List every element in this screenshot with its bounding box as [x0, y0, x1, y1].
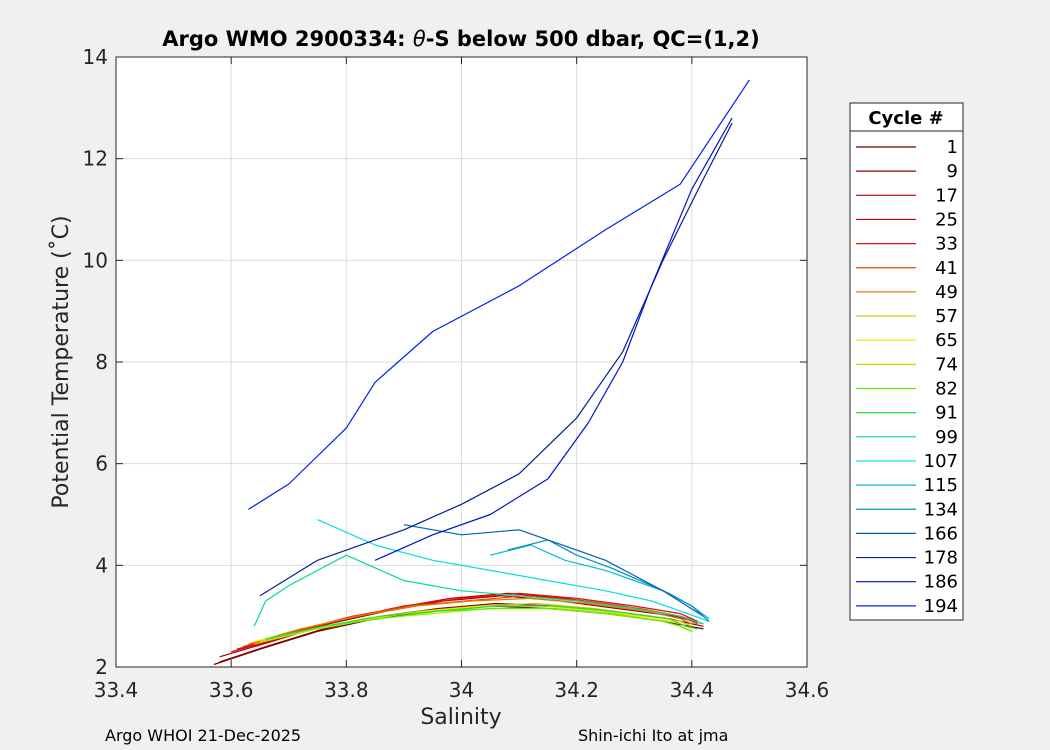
series-line-cycle-134	[507, 539, 710, 622]
x-tick-labels: 33.4 33.6 33.8 34 34.2 34.4 34.6	[94, 678, 830, 702]
legend-label-17: 17	[935, 185, 958, 206]
series-line-cycle-91	[265, 605, 698, 640]
y-axis-label: Potential Temperature (˚C)	[49, 215, 74, 508]
y-tick-label: 12	[83, 147, 108, 171]
legend-label-65: 65	[935, 330, 958, 351]
y-tick-label: 10	[83, 248, 108, 272]
series-line-cycle-49	[248, 597, 693, 645]
y-tick-label: 6	[95, 452, 108, 476]
series-line-cycle-186	[374, 117, 733, 561]
legend-label-91: 91	[935, 403, 958, 424]
series-line-cycle-166	[403, 524, 704, 617]
footer-source: Argo WHOI 21-Dec-2025	[105, 726, 302, 745]
legend-items: 1 9 17 25 33 41 49 57 65 74 82 91 99 107 115 134 166 178 1…	[856, 137, 958, 617]
chart-title: Argo WMO 2900334: θ-S below 500 dbar, QC…	[162, 27, 759, 51]
series-line-cycle-82	[265, 607, 693, 640]
plot-frame	[115, 56, 808, 668]
x-tick-label: 34	[449, 678, 474, 702]
legend-label-178: 178	[924, 548, 958, 569]
legend-label-194: 194	[924, 596, 958, 617]
legend-label-82: 82	[935, 379, 958, 400]
legend-title: Cycle #	[868, 108, 943, 129]
y-tick-label: 14	[83, 45, 108, 69]
legend-label-186: 186	[924, 572, 958, 593]
legend-label-99: 99	[935, 427, 958, 448]
y-tick-label: 4	[95, 553, 108, 577]
x-tick-label: 33.4	[94, 678, 139, 702]
legend-label-57: 57	[935, 306, 958, 327]
x-tick-label: 34.2	[554, 678, 599, 702]
legend-label-49: 49	[935, 282, 958, 303]
x-tick-label: 33.8	[324, 678, 369, 702]
series-line-cycle-107	[317, 519, 710, 622]
series-line-cycle-178	[259, 122, 733, 597]
x-tick-label: 33.6	[209, 678, 254, 702]
legend-label-41: 41	[935, 258, 958, 279]
series-line-cycle-99	[253, 554, 704, 627]
legend-label-115: 115	[924, 475, 958, 496]
y-tick-label: 8	[95, 350, 108, 374]
footer-author: Shin-ichi Ito at jma	[578, 726, 729, 745]
legend-label-1: 1	[947, 137, 958, 158]
legend-label-134: 134	[924, 499, 958, 520]
legend-label-33: 33	[935, 234, 958, 255]
y-tick-labels: 2 4 6 8 10 12 14	[83, 45, 108, 679]
legend-label-9: 9	[947, 161, 958, 182]
x-tick-label: 34.4	[670, 678, 715, 702]
series-line-cycle-33	[236, 592, 698, 650]
legend-label-74: 74	[935, 354, 958, 375]
legend: Cycle # 1 9 17 25 33 41 49 57 65 74 82 91 99 107 115 13…	[849, 102, 964, 621]
legend-label-25: 25	[935, 209, 958, 230]
legend-label-166: 166	[924, 523, 958, 544]
legend-label-107: 107	[924, 451, 958, 472]
series-line-cycle-194	[248, 79, 750, 510]
series-lines	[213, 79, 750, 666]
y-tick-label: 2	[95, 655, 108, 679]
x-tick-label: 34.6	[785, 678, 830, 702]
x-axis-label: Salinity	[420, 705, 501, 730]
